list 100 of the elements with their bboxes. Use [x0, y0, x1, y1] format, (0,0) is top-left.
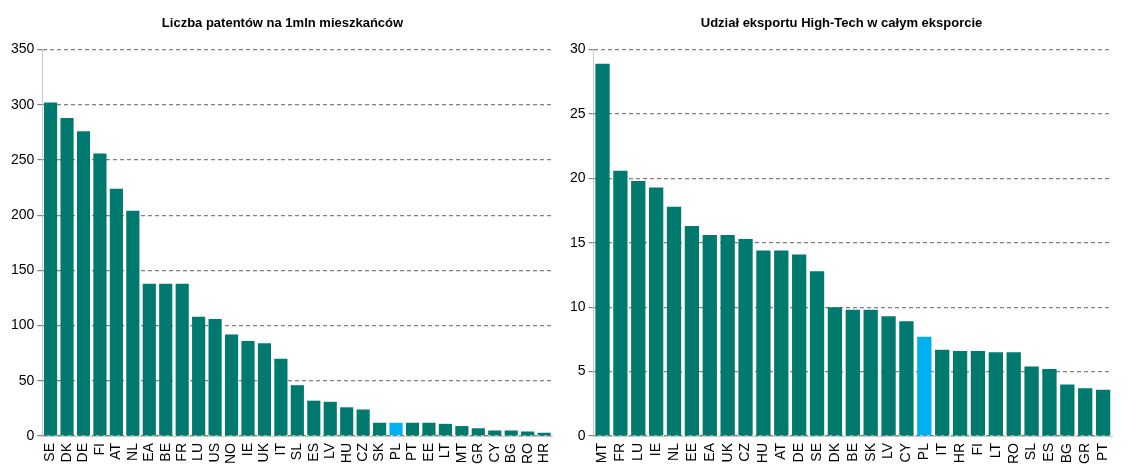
bar [241, 341, 255, 436]
bar [666, 206, 682, 436]
x-tick-label: GR [469, 443, 486, 464]
x-tick-label: EA [140, 442, 157, 462]
bar [1060, 384, 1075, 436]
y-tick-label: 0 [26, 426, 35, 443]
y-tick-label: 5 [577, 362, 586, 379]
bar [720, 235, 735, 436]
x-tick-label: DE [790, 443, 807, 463]
bar [356, 409, 370, 436]
x-tick-label: LV [321, 442, 338, 460]
bar [488, 430, 502, 436]
bar [970, 350, 986, 436]
bar [471, 428, 485, 436]
x-tick-label: SE [41, 443, 58, 462]
x-tick-label: RO [1004, 442, 1021, 464]
bar [863, 309, 878, 436]
bar [274, 358, 288, 436]
bar [257, 343, 272, 436]
bar [988, 352, 1003, 436]
x-tick-label: EA [700, 442, 717, 462]
bar [44, 102, 58, 436]
bar [684, 226, 700, 436]
bar [208, 318, 222, 436]
x-tick-label: PT [403, 442, 420, 461]
x-tick-label: BG [1058, 443, 1075, 464]
x-tick-label: HR [950, 443, 967, 464]
y-tick-label: 300 [11, 95, 35, 112]
bar [422, 422, 436, 436]
x-tick-label: BE [843, 443, 860, 462]
x-tick-label: FI [968, 443, 985, 456]
x-tick-label: MT [452, 442, 469, 464]
x-tick-label: EE [419, 443, 436, 462]
y-tick-label: 0 [577, 426, 586, 443]
x-tick-label: NO [222, 442, 239, 464]
x-tick-label: GR [1076, 443, 1093, 464]
bar [756, 250, 771, 436]
x-tick-label: AT [772, 442, 789, 460]
x-tick-label: LT [986, 442, 1003, 459]
x-tick-label: HU [754, 443, 771, 464]
x-tick-label: PT [1093, 442, 1110, 461]
x-tick-label: RO [518, 442, 535, 464]
bar [845, 309, 860, 436]
x-tick-label: PL [386, 442, 403, 461]
bar [917, 336, 932, 436]
x-tick-label: FR [173, 443, 190, 462]
x-tick-label: PL [915, 442, 932, 461]
x-tick-label: IT [271, 442, 288, 456]
x-tick-label: CY [485, 442, 502, 463]
bar [809, 271, 825, 436]
x-tick-label: BE [156, 443, 173, 462]
bar [595, 63, 610, 436]
bar [935, 349, 950, 436]
bar [504, 430, 518, 436]
x-tick-label: IE [238, 443, 255, 457]
x-tick-label: LU [189, 443, 206, 461]
y-tick-label: 150 [11, 261, 35, 278]
x-tick-label: DE [74, 443, 91, 463]
x-tick-label: NL [664, 442, 681, 461]
bar [93, 153, 107, 436]
bar [290, 385, 304, 436]
y-tick-label: 200 [11, 206, 35, 223]
bar [192, 316, 206, 436]
y-tick-label: 15 [569, 233, 586, 250]
bar [613, 170, 628, 436]
x-tick-label: UK [255, 442, 272, 463]
bar [774, 250, 789, 436]
x-tick-label: MT [593, 442, 610, 464]
bar [738, 238, 753, 436]
x-tick-label: SL [288, 442, 305, 461]
bar [1078, 388, 1093, 436]
bar [323, 401, 337, 436]
x-tick-label: HU [337, 443, 354, 464]
x-tick-label: LU [629, 443, 646, 461]
bar [1095, 389, 1111, 436]
x-tick-label: LV [879, 442, 896, 460]
bar [702, 235, 717, 436]
x-tick-label: SK [370, 442, 387, 462]
x-tick-label: UK [718, 442, 735, 463]
x-tick-label: FR [611, 443, 628, 462]
bar [792, 254, 807, 436]
x-tick-label: SL [1022, 442, 1039, 461]
x-tick-label: AT [107, 442, 124, 460]
bar [175, 283, 189, 436]
y-tick-label: 10 [569, 298, 586, 315]
bar [952, 350, 968, 436]
y-tick-label: 20 [569, 169, 586, 186]
x-tick-label: EE [682, 443, 699, 462]
bar [109, 188, 123, 436]
x-tick-label: CZ [736, 442, 753, 462]
bar [126, 210, 140, 436]
bar [76, 131, 91, 436]
y-tick-label: 100 [11, 316, 35, 333]
bar [340, 407, 354, 436]
bar [455, 426, 469, 436]
y-tick-label: 50 [18, 371, 35, 388]
x-tick-label: ES [1040, 443, 1057, 462]
bar [827, 307, 843, 436]
bar [1006, 352, 1021, 436]
x-tick-label: LT [436, 442, 453, 459]
